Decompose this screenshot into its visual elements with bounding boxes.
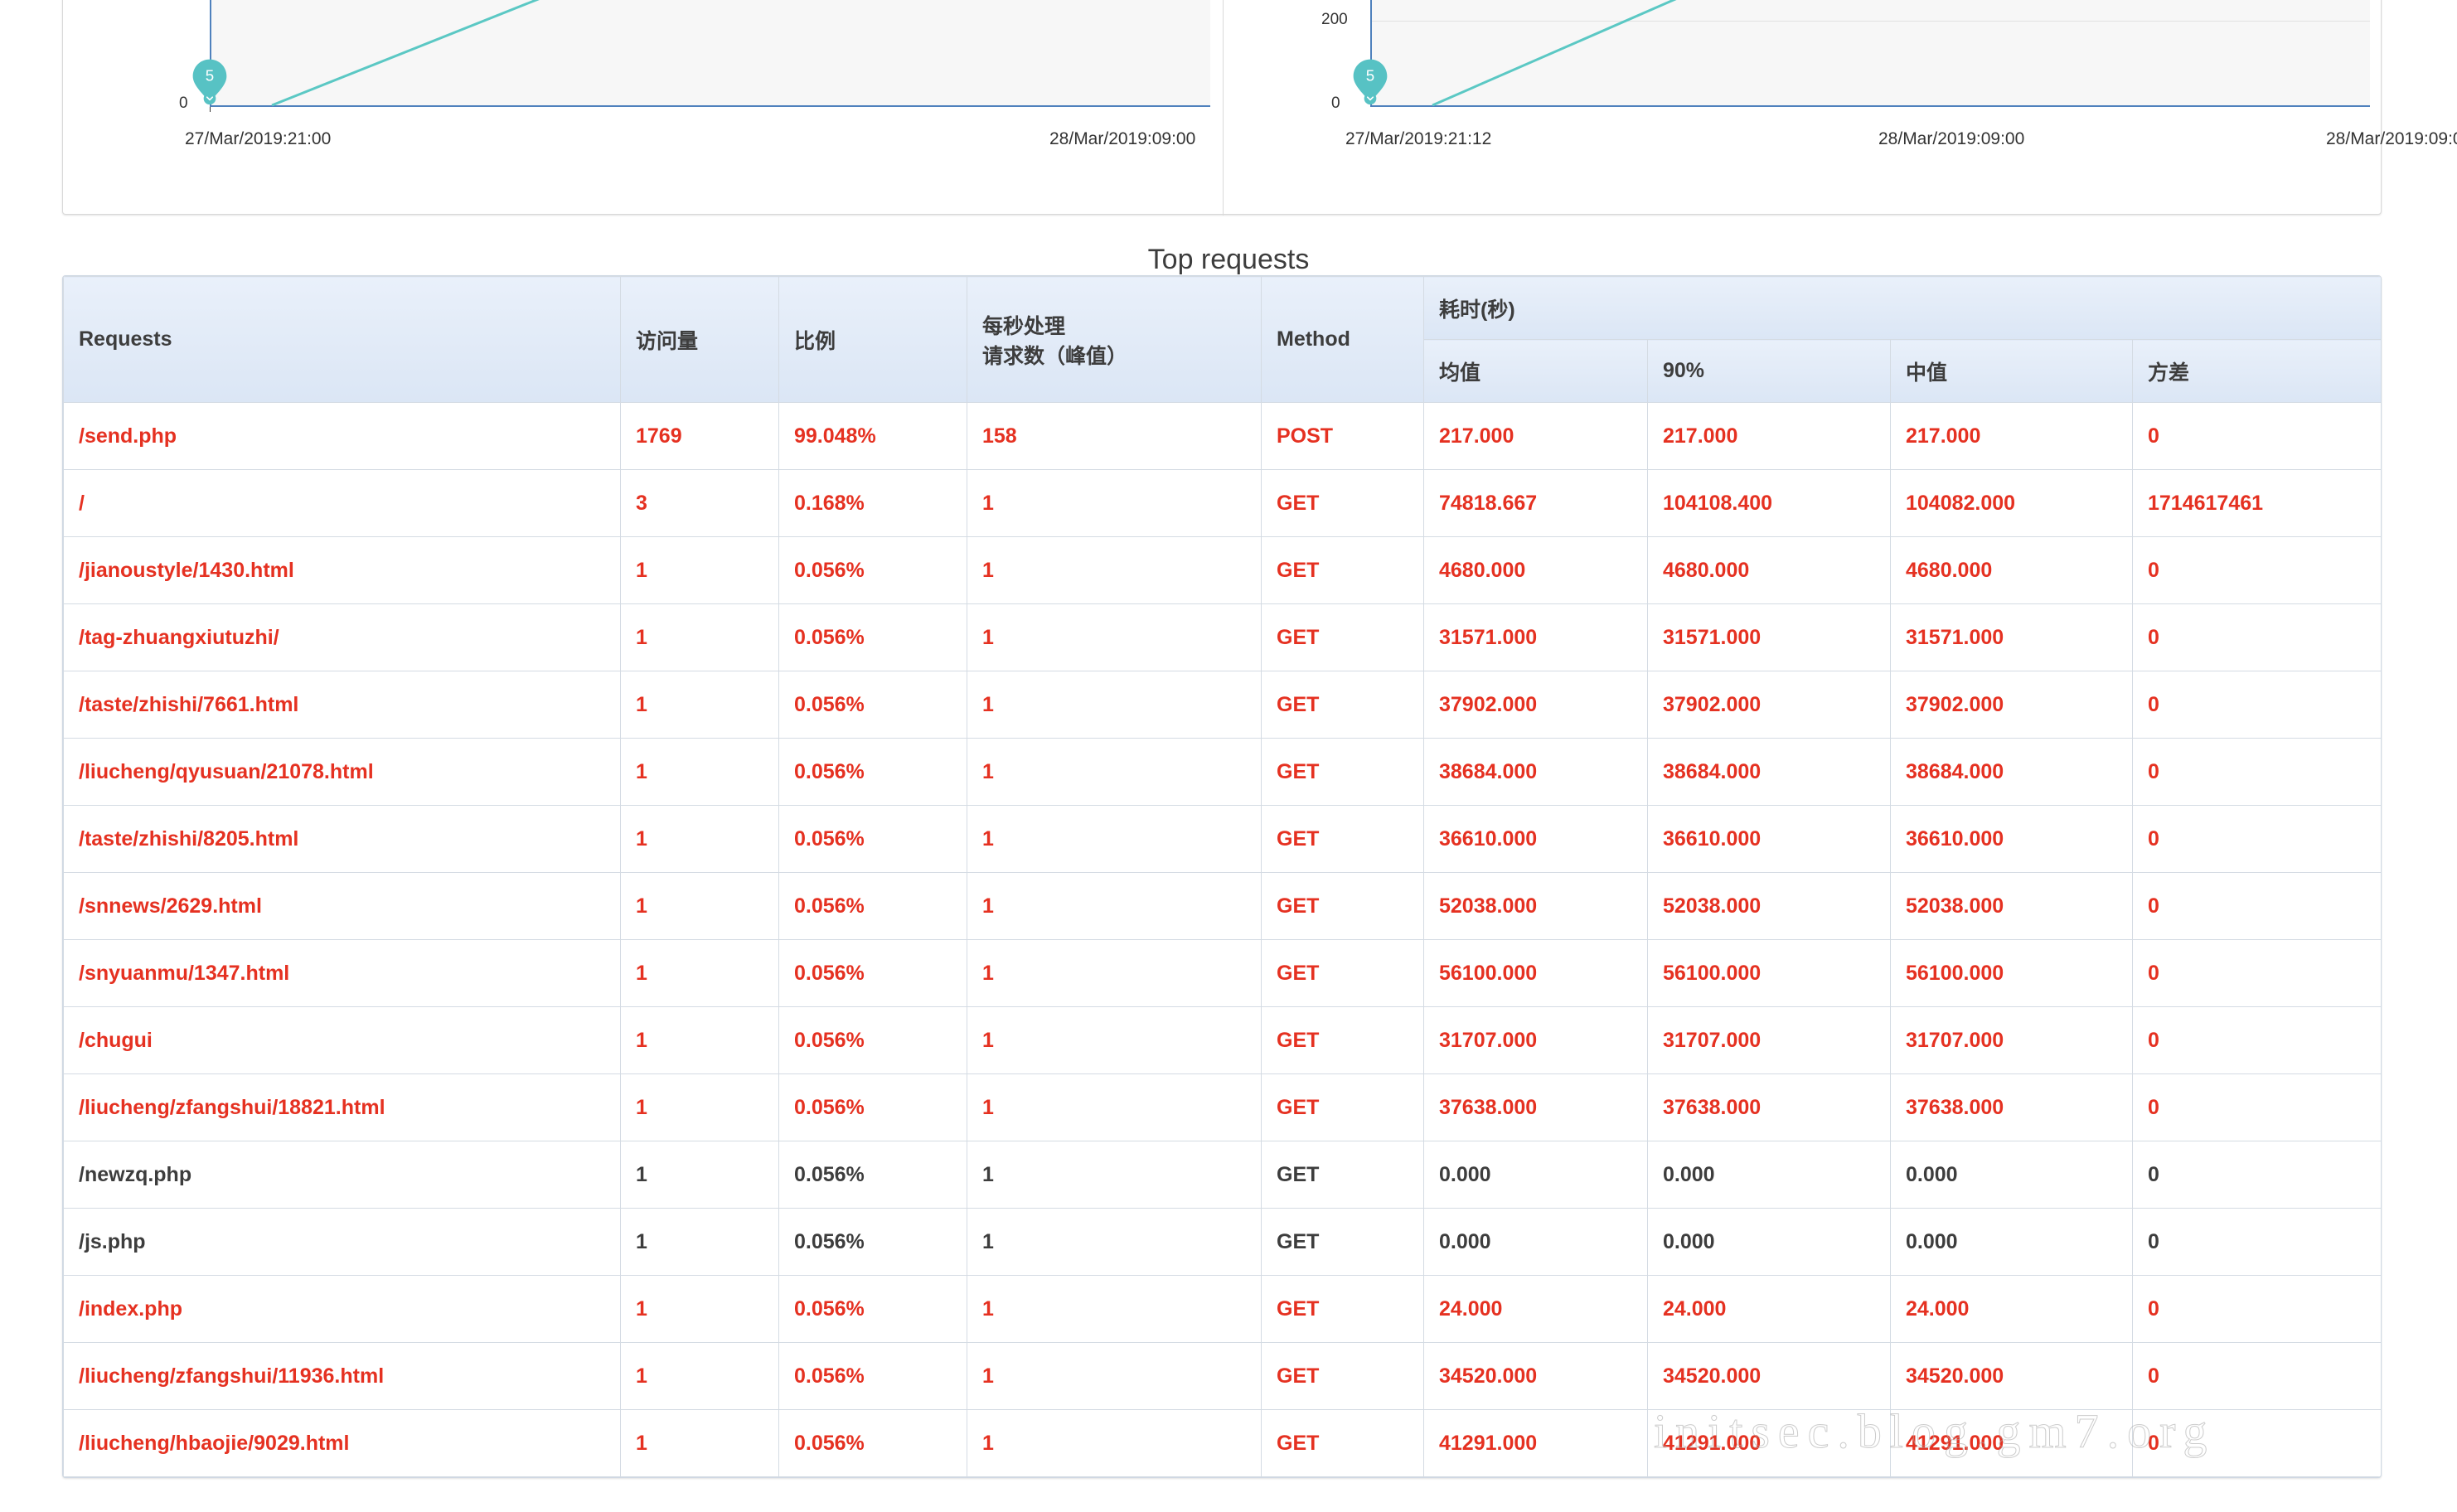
svg-text:5: 5 xyxy=(1366,67,1374,85)
svg-text:5: 5 xyxy=(206,67,214,85)
